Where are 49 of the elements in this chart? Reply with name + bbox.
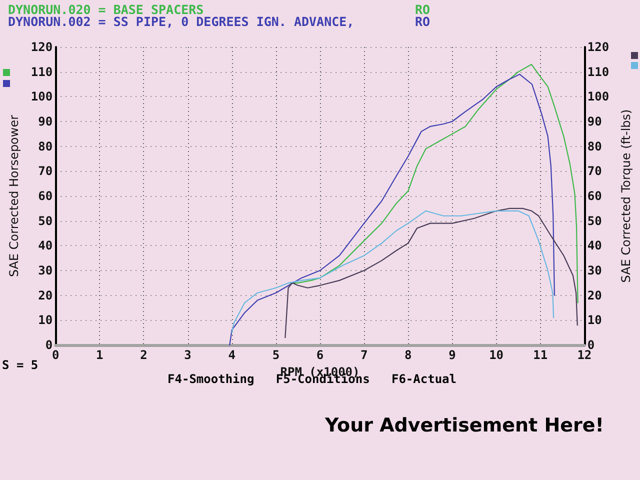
- line-series: [284, 208, 578, 338]
- x-tick-label: 10: [489, 348, 504, 362]
- y2-tick-label: 120: [587, 40, 610, 54]
- line-series: [288, 64, 578, 304]
- x-tick-label: 12: [577, 348, 592, 362]
- y2-tick-label: 60: [587, 189, 602, 203]
- y-axis-title: SAE Corrected Horsepower: [7, 114, 21, 278]
- x-tick-label: 7: [360, 348, 368, 362]
- y-tick-label: 0: [45, 338, 53, 352]
- text: DYNORUN.020 = BASE SPACERS: [8, 2, 204, 17]
- x-tick-label: 5: [272, 348, 280, 362]
- y-tick-label: 120: [30, 40, 53, 54]
- y-tick-label: 50: [38, 214, 53, 228]
- y-tick-label: 90: [38, 114, 53, 128]
- y2-tick-label: 80: [587, 139, 602, 154]
- y-tick-label: 10: [38, 313, 53, 328]
- y2-tick-label: 30: [587, 264, 602, 278]
- text: RO: [415, 14, 430, 29]
- y2-tick-label: 40: [587, 238, 602, 253]
- y2-axis-title: SAE Corrected Torque (ft-lbs): [619, 109, 633, 283]
- line-series: [231, 210, 554, 334]
- x-tick-label: 11: [533, 348, 548, 362]
- x-tick-label: 8: [404, 348, 412, 362]
- text: DYNORUN.002 = SS PIPE, 0 DEGREES IGN. ADVANCE,: [8, 14, 354, 29]
- x-tick-label: 2: [140, 348, 148, 362]
- y-tick-label: 100: [30, 90, 53, 104]
- y-tick-label: 110: [30, 64, 53, 79]
- y-tick-label: 30: [38, 264, 53, 278]
- x-tick-label: 9: [448, 348, 456, 362]
- y2-tick-label: 10: [587, 313, 602, 328]
- y-tick-label: 60: [38, 189, 53, 203]
- y2-tick-label: 90: [587, 114, 602, 128]
- y2-tick-label: 20: [587, 288, 602, 302]
- y2-tick-label: 50: [587, 214, 602, 228]
- y2-tick-label: 110: [587, 64, 610, 79]
- line-series: [229, 74, 556, 346]
- text: S = 5: [2, 358, 38, 372]
- text: Your Advertisement Here!: [324, 414, 604, 436]
- y2-tick-label: 100: [587, 90, 610, 104]
- x-tick-label: 4: [228, 348, 236, 362]
- x-tick-label: 1: [96, 348, 104, 362]
- y-tick-label: 40: [38, 238, 53, 253]
- x-tick-label: 3: [184, 348, 192, 362]
- y2-tick-label: 70: [587, 164, 602, 178]
- y-tick-label: 80: [38, 139, 53, 154]
- y-tick-label: 20: [38, 288, 53, 302]
- text: RO: [415, 2, 430, 17]
- x-tick-label: 6: [316, 348, 324, 362]
- y-tick-label: 70: [38, 164, 53, 178]
